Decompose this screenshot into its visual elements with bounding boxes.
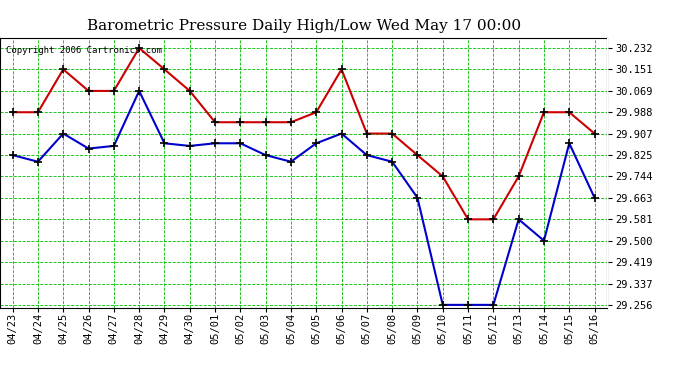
- Text: Copyright 2006 Cartronics.com: Copyright 2006 Cartronics.com: [6, 46, 162, 55]
- Text: Barometric Pressure Daily High/Low Wed May 17 00:00: Barometric Pressure Daily High/Low Wed M…: [86, 19, 521, 33]
